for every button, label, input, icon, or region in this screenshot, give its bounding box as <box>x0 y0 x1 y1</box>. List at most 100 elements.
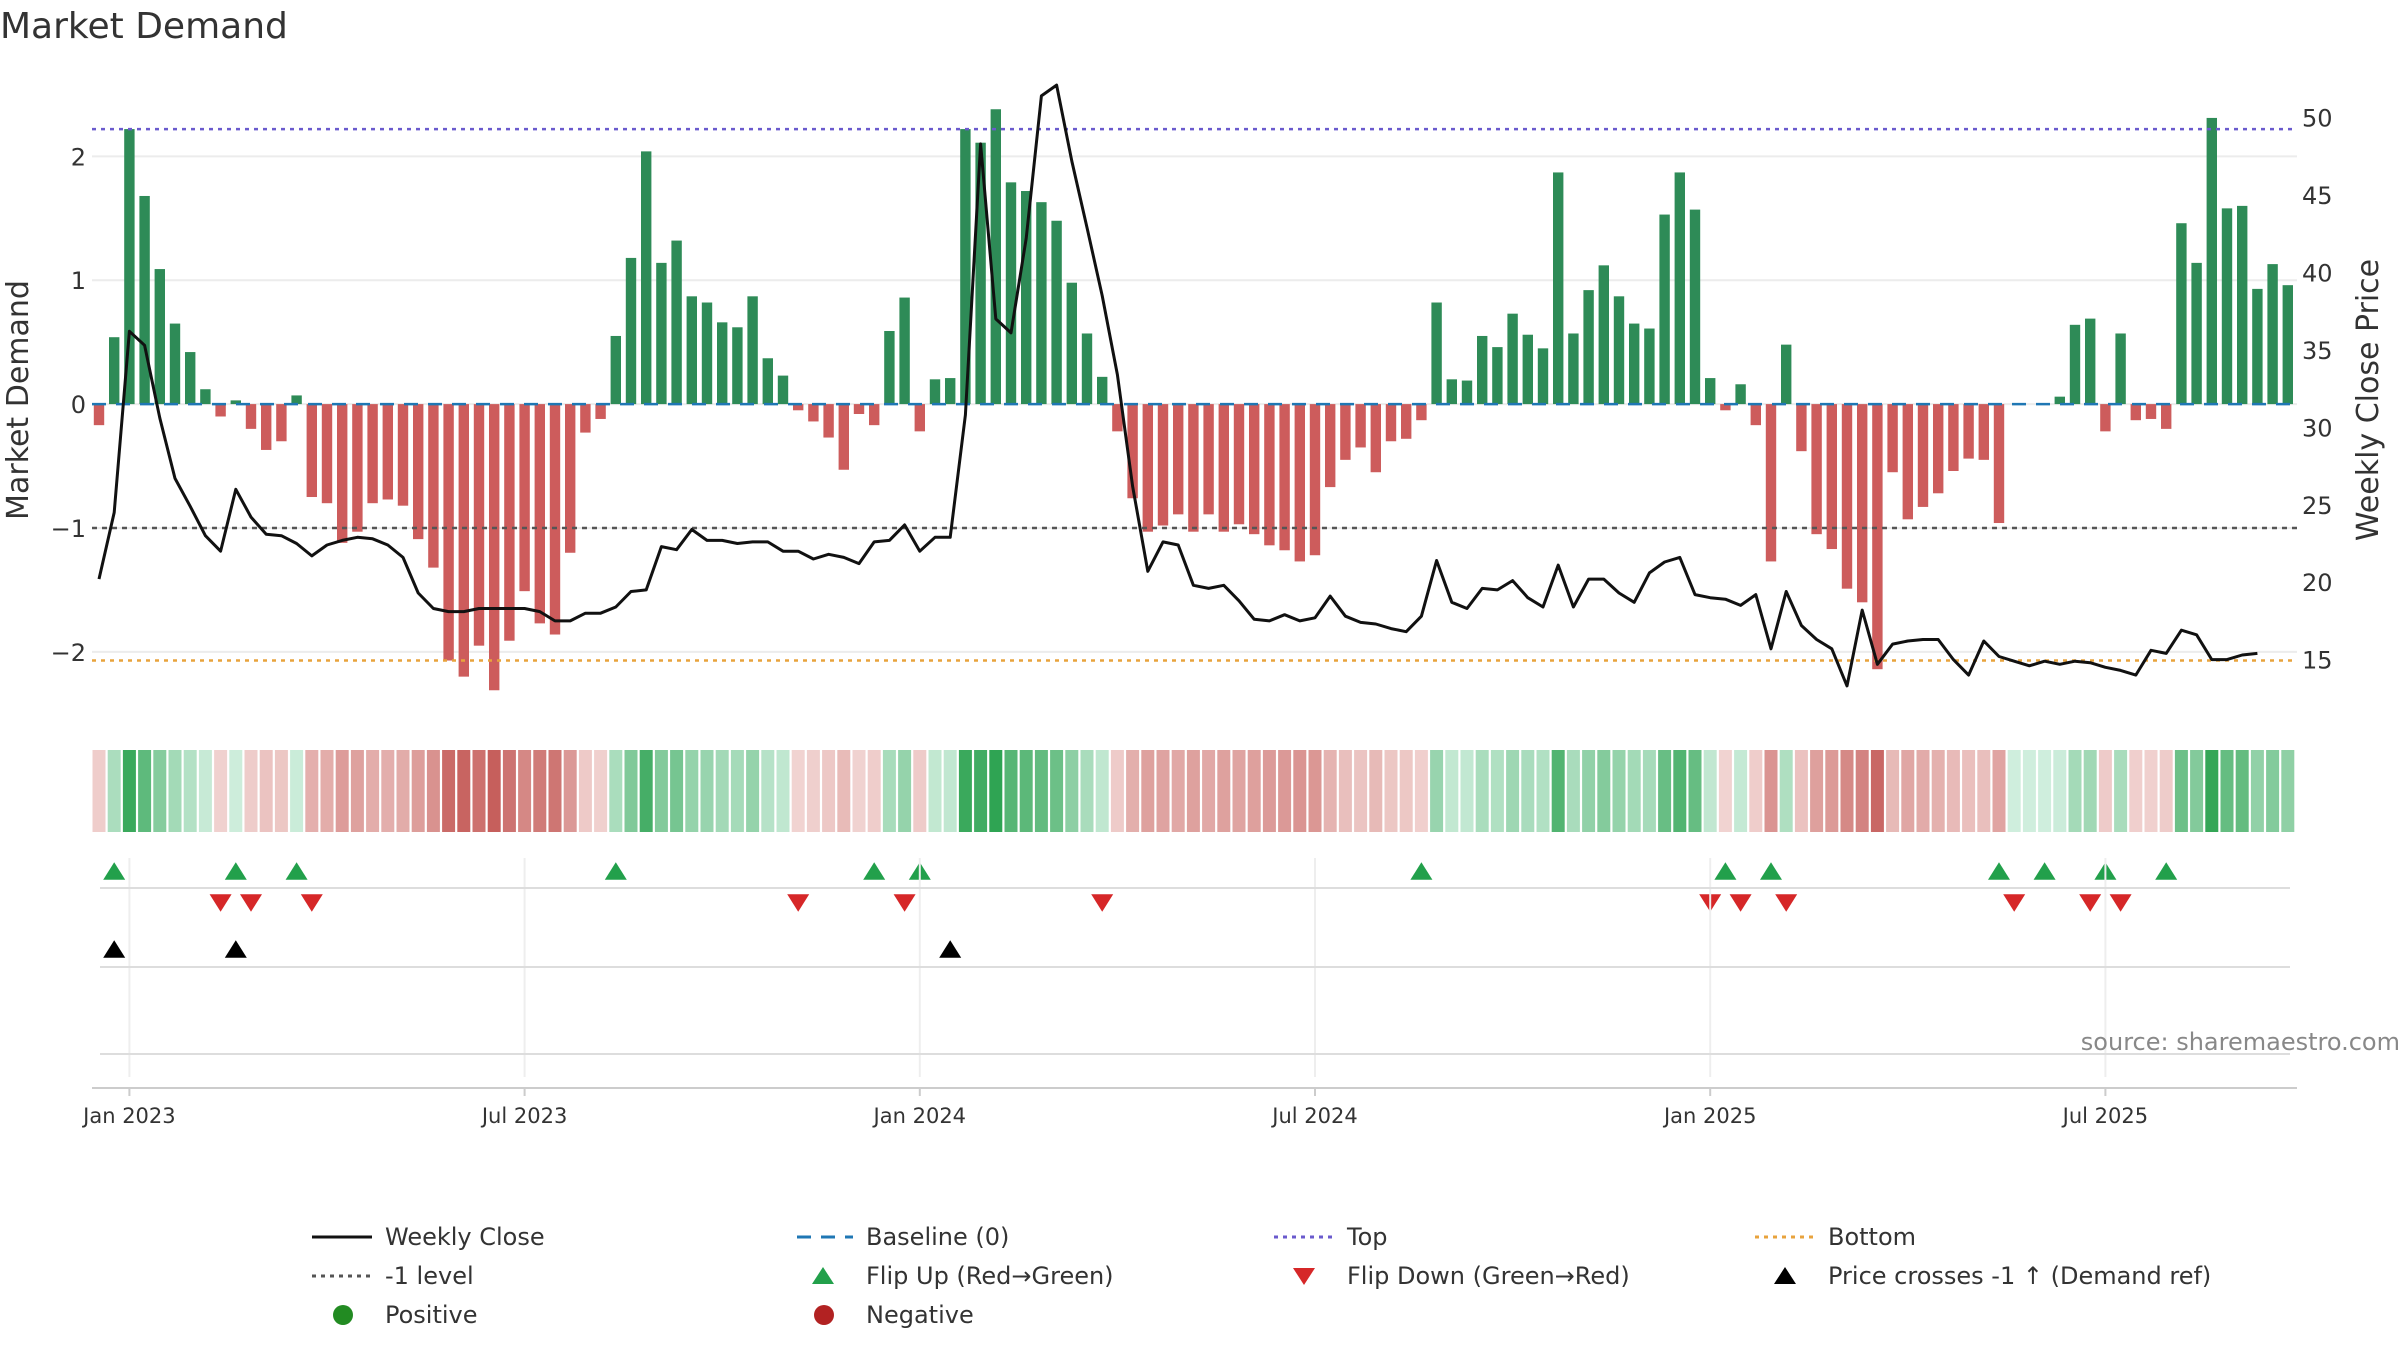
y2-tick-label: 25 <box>2302 492 2333 520</box>
demand-bar <box>169 323 181 405</box>
heat-cell <box>2159 750 2173 832</box>
demand-bar <box>777 375 789 405</box>
demand-bars <box>93 109 2293 691</box>
demand-bar <box>732 327 743 405</box>
demand-bar <box>1887 404 1898 473</box>
demand-bar <box>443 404 454 661</box>
demand-bar <box>1173 404 1184 515</box>
demand-bar <box>1309 404 1321 556</box>
heat-cell <box>1764 750 1778 832</box>
demand-bar <box>1264 404 1275 546</box>
heat-cell <box>1749 750 1763 832</box>
flip-up-marker <box>224 862 247 880</box>
flip-down-marker <box>240 894 262 912</box>
legend-label: Top <box>1346 1223 1388 1251</box>
demand-bar <box>2237 205 2248 405</box>
heat-cell <box>1916 750 1930 832</box>
flip-down-marker <box>2109 894 2132 912</box>
heat-cell <box>548 750 562 832</box>
heat-cell <box>1414 750 1428 832</box>
heat-cell <box>1141 750 1155 832</box>
heat-cell <box>958 750 972 832</box>
heat-cell <box>746 750 760 832</box>
demand-bar <box>838 404 849 470</box>
demand-bar <box>1857 404 1868 603</box>
demand-bar <box>975 142 986 405</box>
demand-bar <box>1720 404 1731 411</box>
flip-down-marker <box>1091 894 1114 912</box>
demand-bar <box>1735 384 1746 405</box>
flip-down-marker <box>2079 894 2102 912</box>
demand-bar <box>1568 333 1579 405</box>
x-tick-label: Jul 2023 <box>480 1104 567 1128</box>
heat-cell <box>107 750 121 832</box>
heat-cell <box>426 750 440 832</box>
heat-cell <box>2068 750 2082 832</box>
price-cross-marker <box>939 940 962 958</box>
demand-bar <box>1993 404 2005 524</box>
chart-title: Market Demand <box>0 6 288 47</box>
heat-cell <box>472 750 486 832</box>
heat-cell <box>1551 750 1565 832</box>
flip-down-marker <box>209 894 232 912</box>
heat-cell <box>1293 750 1307 832</box>
heat-cell <box>594 750 608 832</box>
heat-cell <box>1475 750 1489 832</box>
legend-swatch <box>333 1305 353 1325</box>
flip-down-marker <box>893 894 916 912</box>
demand-bar <box>139 195 150 405</box>
heat-cell <box>1490 750 1504 832</box>
demand-bar <box>1978 404 1989 460</box>
demand-bar <box>2282 285 2293 405</box>
demand-bar <box>1750 404 1761 426</box>
legend-label: Flip Up (Red→Green) <box>866 1262 1114 1290</box>
heat-cell <box>1186 750 1200 832</box>
heat-cell <box>837 750 851 832</box>
heat-cell <box>1642 750 1656 832</box>
weekly-close-line <box>97 83 2258 688</box>
demand-bar <box>2161 404 2172 429</box>
heat-cell <box>1460 750 1474 832</box>
heat-cell <box>989 750 1003 832</box>
heat-cell <box>381 750 395 832</box>
heat-cell <box>1247 750 1261 832</box>
x-tick-label: Jan 2023 <box>81 1104 176 1128</box>
heat-cell <box>274 750 288 832</box>
heat-cell <box>1703 750 1717 832</box>
y2-tick-label: 30 <box>2302 414 2333 442</box>
demand-bar <box>276 404 287 442</box>
demand-bar <box>1233 404 1245 525</box>
heat-cell <box>1034 750 1048 832</box>
demand-bar <box>2191 262 2202 405</box>
legend-label: Bottom <box>1828 1223 1916 1251</box>
heat-cell <box>791 750 805 832</box>
price-cross-marker <box>103 940 126 958</box>
demand-heat-strip <box>92 750 2295 832</box>
heat-cell <box>1825 750 1839 832</box>
demand-bar <box>1081 333 1093 405</box>
demand-bar <box>2206 117 2217 405</box>
x-tick-label: Jan 2024 <box>872 1104 967 1128</box>
demand-bar <box>884 331 895 405</box>
heat-cell <box>1582 750 1596 832</box>
demand-bar <box>185 352 196 405</box>
heat-cell <box>1338 750 1352 832</box>
y2-tick-label: 20 <box>2302 569 2333 597</box>
flip-up-marker <box>2155 862 2178 880</box>
demand-bar <box>2145 404 2157 419</box>
demand-bar <box>1659 214 1670 405</box>
heat-cell <box>366 750 380 832</box>
demand-bar <box>1933 404 1944 494</box>
demand-bar <box>595 404 606 419</box>
demand-bar <box>808 404 819 422</box>
demand-bar <box>1674 172 1685 405</box>
heat-cell <box>1217 750 1231 832</box>
heat-cell <box>1627 750 1641 832</box>
heat-cell <box>2038 750 2052 832</box>
heat-cell <box>1050 750 1064 832</box>
demand-bar <box>701 302 713 405</box>
source-note: source: sharemaestro.com <box>2081 1028 2400 1056</box>
demand-bar <box>200 389 211 405</box>
heat-cell <box>1718 750 1732 832</box>
flip-down-marker <box>1775 894 1798 912</box>
